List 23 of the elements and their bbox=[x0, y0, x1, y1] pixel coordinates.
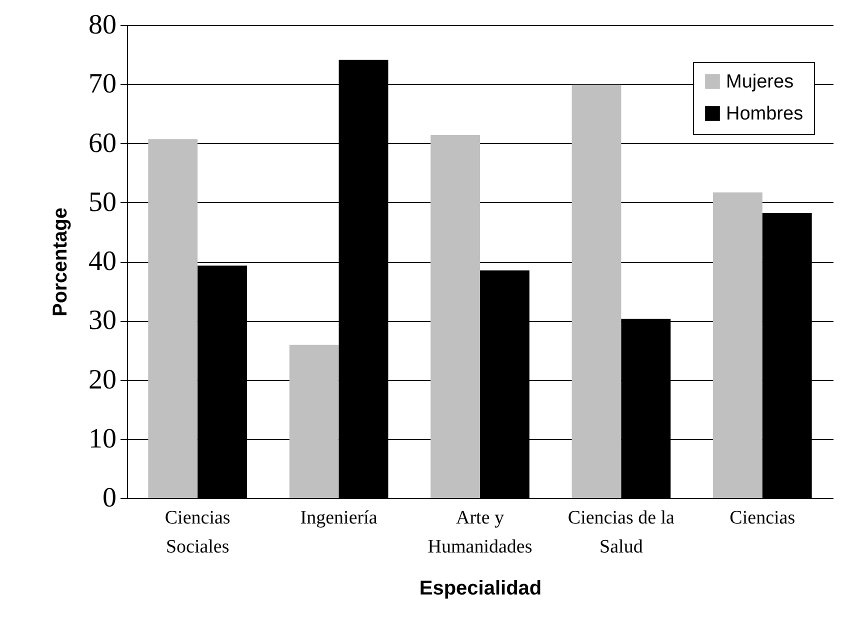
y-tick-label: 30 bbox=[88, 305, 116, 336]
legend-label: Mujeres bbox=[726, 72, 794, 92]
x-tick-label: Arte y Humanidades bbox=[428, 508, 532, 558]
x-tick-label: Ciencias de la Salud bbox=[568, 508, 676, 558]
legend-label: Hombres bbox=[726, 104, 804, 124]
bar bbox=[430, 134, 480, 498]
x-tick-label: Ingeniería bbox=[300, 508, 378, 528]
y-tick-label: 50 bbox=[88, 186, 116, 218]
bar bbox=[148, 139, 198, 498]
y-tick-label: 40 bbox=[88, 246, 116, 277]
bar bbox=[572, 84, 622, 498]
y-tick-label: 20 bbox=[88, 364, 116, 396]
y-tick-label: 0 bbox=[102, 482, 116, 514]
y-tick-label: 70 bbox=[88, 68, 116, 100]
x-tick-label: Ciencias Sociales bbox=[164, 508, 230, 558]
y-tick-label: 10 bbox=[88, 423, 116, 454]
y-tick-label: 80 bbox=[88, 10, 116, 40]
bar bbox=[289, 344, 339, 498]
x-tick-label: Ciencias bbox=[730, 508, 796, 528]
y-tick-label: 60 bbox=[88, 128, 116, 159]
y-axis-title: Porcentage bbox=[50, 208, 72, 316]
bar bbox=[712, 192, 762, 498]
x-axis-title: Especialidad bbox=[419, 578, 542, 600]
